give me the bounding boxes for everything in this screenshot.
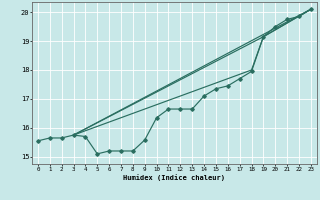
X-axis label: Humidex (Indice chaleur): Humidex (Indice chaleur) [124,174,225,181]
